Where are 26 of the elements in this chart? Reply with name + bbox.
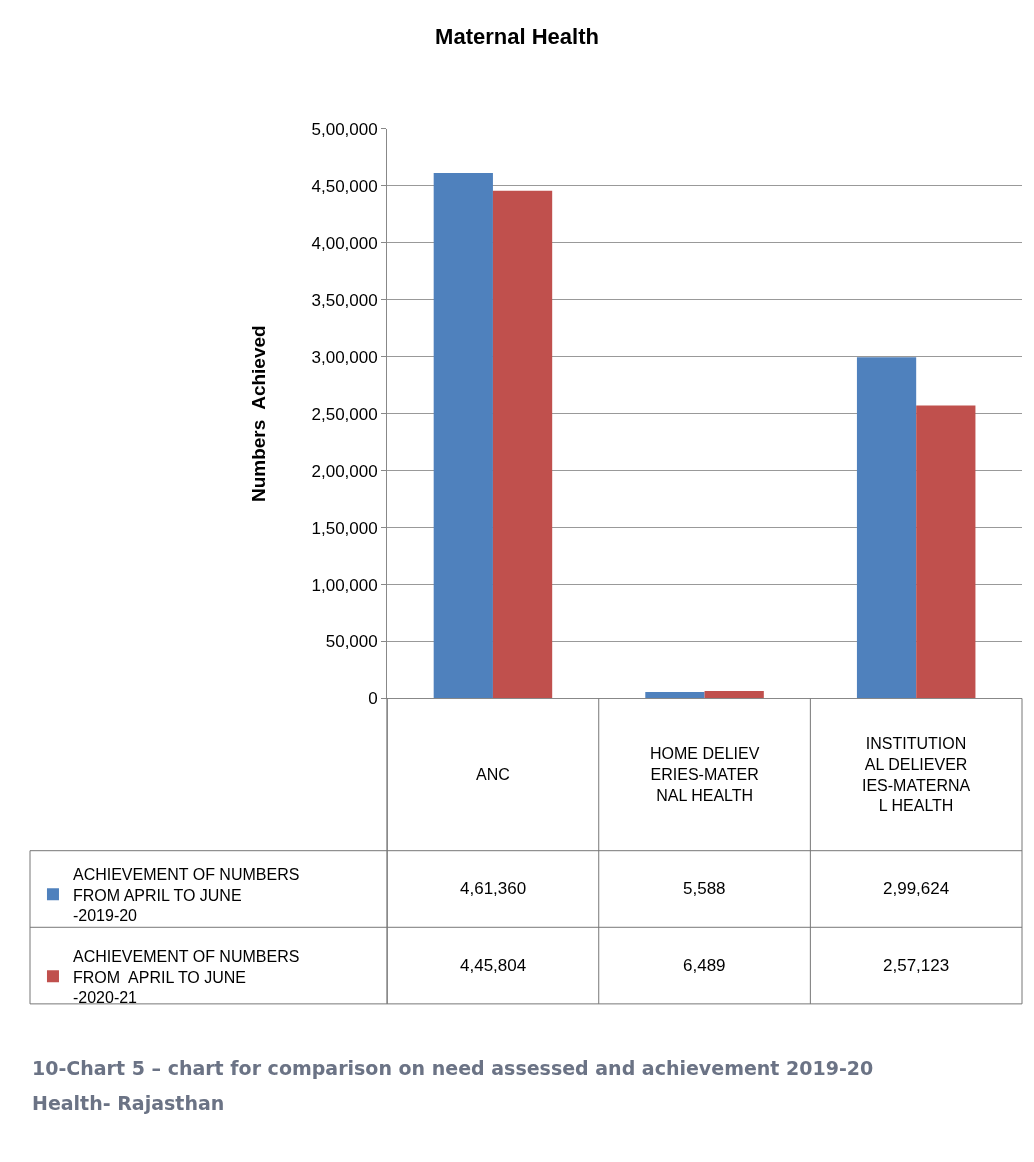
x-tick-label: ANC — [476, 766, 510, 783]
y-tick-label: 5,00,000 — [311, 119, 378, 139]
x-tick-label: INSTITUTIONAL DELIEVERIES-MATERNAL HEALTH — [862, 735, 971, 815]
y-tick-label: 1,50,000 — [311, 518, 378, 538]
legend-label: ACHIEVEMENT OF NUMBERS FROM APRIL TO JUNE -2019-20 — [72, 865, 300, 925]
y-axis-title: Numbers Achieved — [248, 325, 270, 503]
y-tick-label: 0 — [368, 689, 378, 709]
text: 10-Chart 5 – chart for comparison on need assessed and achievement 2019-20 — [32, 1057, 874, 1079]
data-label: 5,588 — [683, 879, 726, 898]
data-label: 4,45,804 — [460, 956, 527, 975]
data-label: 4,61,360 — [460, 879, 527, 898]
y-tick-label: 2,00,000 — [311, 461, 378, 481]
y-tick-label: 2,50,000 — [311, 404, 378, 424]
y-tick-label: 3,50,000 — [311, 290, 378, 310]
y-tick-label: 4,00,000 — [311, 233, 378, 253]
legend-label: ACHIEVEMENT OF NUMBERS FROM APRIL TO JUNE -2020-21 — [72, 947, 300, 1007]
y-tick-label: 1,00,000 — [311, 575, 378, 595]
y-tick-label: 3,00,000 — [311, 347, 378, 367]
data-label: 2,57,123 — [883, 956, 950, 975]
text: Health- Rajasthan — [32, 1092, 225, 1114]
data-label: 6,489 — [683, 956, 726, 975]
x-tick-label: HOME DELIEVERIES-MATERNAL HEALTH — [650, 745, 760, 804]
y-tick-label: 50,000 — [325, 632, 378, 652]
data-label: 2,99,624 — [883, 879, 950, 898]
chart-title: Maternal Health — [435, 24, 599, 50]
y-tick-label: 4,50,000 — [311, 176, 378, 196]
